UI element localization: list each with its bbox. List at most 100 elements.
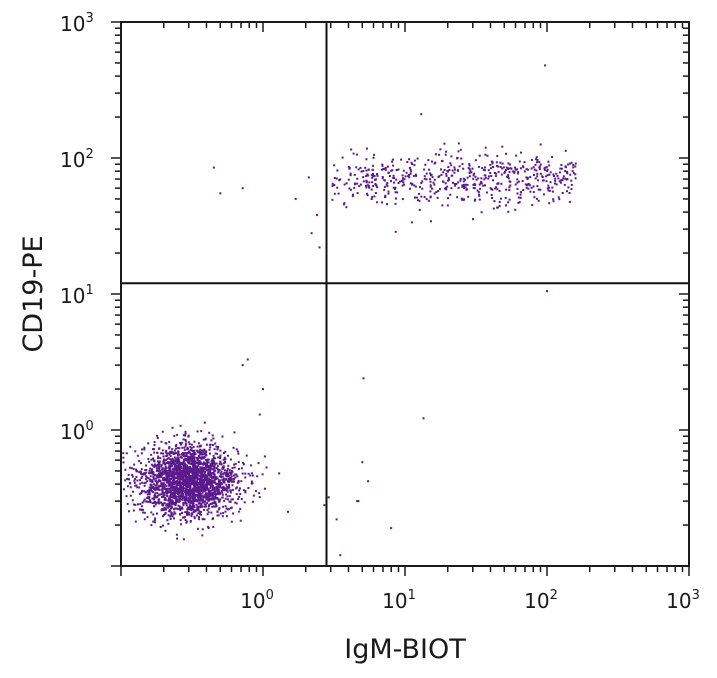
data-point bbox=[505, 204, 507, 207]
data-point bbox=[456, 169, 459, 172]
data-point bbox=[226, 489, 229, 492]
data-point bbox=[462, 183, 465, 186]
data-point bbox=[429, 184, 432, 187]
data-point bbox=[200, 488, 203, 491]
data-point bbox=[202, 481, 205, 484]
x-axis-tick-labels: 100 101 102 103 bbox=[240, 588, 700, 613]
data-point bbox=[192, 446, 195, 449]
data-point bbox=[207, 507, 210, 510]
data-point bbox=[162, 495, 165, 498]
data-point bbox=[137, 503, 139, 506]
data-point bbox=[161, 496, 163, 499]
data-point bbox=[218, 469, 221, 472]
data-point bbox=[158, 468, 161, 471]
data-point bbox=[538, 168, 541, 171]
data-point bbox=[147, 477, 150, 480]
data-point bbox=[133, 481, 136, 484]
data-point bbox=[199, 493, 202, 495]
data-point bbox=[202, 468, 205, 471]
data-point bbox=[162, 494, 165, 497]
data-point bbox=[425, 178, 428, 181]
data-point bbox=[486, 154, 489, 157]
data-point bbox=[496, 188, 499, 191]
data-point bbox=[190, 496, 193, 499]
data-point bbox=[174, 445, 177, 448]
data-point bbox=[199, 496, 202, 499]
data-point bbox=[182, 469, 185, 472]
data-point bbox=[562, 175, 565, 178]
data-point bbox=[187, 450, 190, 453]
data-point bbox=[513, 170, 516, 173]
x-axis-ticks bbox=[120, 22, 690, 576]
data-point bbox=[172, 513, 175, 516]
data-point bbox=[221, 435, 224, 438]
data-point bbox=[207, 498, 210, 501]
data-point bbox=[212, 498, 215, 501]
data-point bbox=[191, 456, 194, 459]
data-point bbox=[122, 461, 125, 464]
data-point bbox=[239, 507, 242, 510]
data-point bbox=[564, 170, 566, 173]
data-point bbox=[200, 467, 203, 470]
data-point bbox=[167, 461, 169, 464]
data-point bbox=[194, 484, 197, 487]
data-point bbox=[219, 498, 222, 501]
data-point bbox=[211, 518, 214, 521]
data-point bbox=[238, 510, 241, 513]
data-point bbox=[214, 490, 216, 492]
data-point bbox=[442, 171, 445, 174]
data-point bbox=[459, 148, 462, 151]
data-point bbox=[162, 458, 165, 461]
data-point bbox=[174, 458, 177, 461]
data-point bbox=[450, 164, 453, 167]
data-point bbox=[181, 453, 184, 456]
data-point bbox=[447, 166, 450, 168]
data-point bbox=[374, 192, 377, 194]
data-point bbox=[212, 437, 215, 440]
data-point bbox=[140, 477, 143, 479]
data-point bbox=[371, 176, 374, 179]
data-point bbox=[162, 467, 165, 470]
data-point bbox=[216, 464, 219, 467]
data-point bbox=[225, 487, 228, 490]
data-point bbox=[546, 168, 549, 171]
data-point bbox=[156, 487, 159, 490]
data-point bbox=[180, 469, 183, 472]
data-point bbox=[152, 483, 155, 486]
data-point bbox=[169, 474, 172, 476]
data-point bbox=[161, 430, 164, 433]
data-point bbox=[192, 483, 195, 486]
data-point bbox=[392, 164, 395, 167]
data-point bbox=[136, 479, 139, 482]
data-point bbox=[173, 489, 176, 491]
data-point bbox=[176, 499, 179, 502]
data-point bbox=[216, 447, 219, 450]
data-point bbox=[445, 174, 448, 177]
data-point bbox=[221, 491, 224, 494]
data-point bbox=[537, 188, 540, 191]
data-point bbox=[183, 458, 185, 461]
data-point bbox=[357, 168, 360, 171]
data-point bbox=[196, 457, 198, 460]
data-point bbox=[227, 485, 230, 488]
data-point bbox=[218, 475, 221, 478]
data-point bbox=[387, 171, 390, 174]
data-point bbox=[482, 168, 485, 171]
data-point bbox=[179, 513, 182, 516]
data-point bbox=[447, 170, 449, 173]
data-point bbox=[149, 475, 152, 478]
data-point bbox=[192, 459, 195, 462]
data-point bbox=[498, 189, 501, 192]
data-point bbox=[196, 473, 199, 476]
data-point bbox=[214, 442, 217, 445]
data-point bbox=[484, 166, 487, 169]
data-point bbox=[201, 518, 204, 521]
data-point bbox=[160, 488, 163, 491]
data-point bbox=[146, 516, 149, 519]
data-point bbox=[161, 502, 164, 505]
data-point bbox=[173, 460, 176, 463]
data-point bbox=[201, 491, 204, 494]
data-point bbox=[447, 177, 450, 179]
data-point bbox=[472, 183, 475, 186]
data-point bbox=[178, 488, 181, 491]
